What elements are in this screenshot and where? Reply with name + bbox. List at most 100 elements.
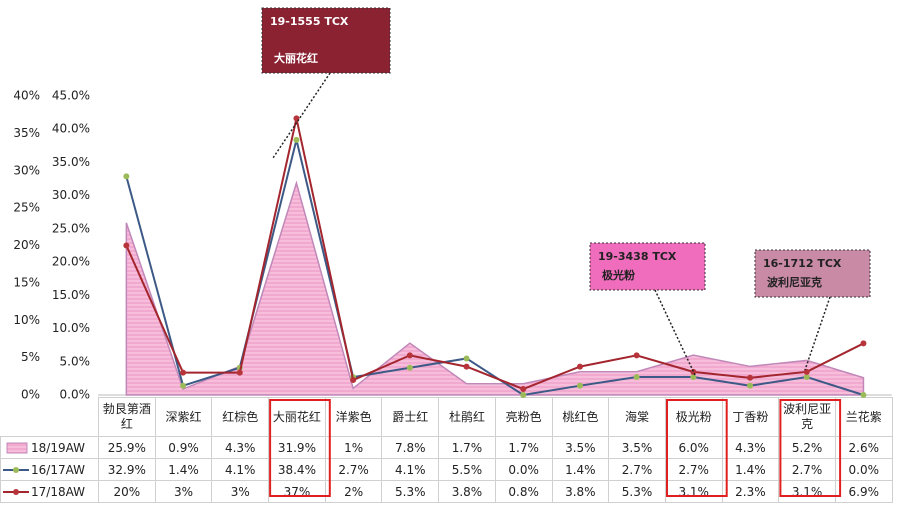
value-cell: 5.3%	[608, 480, 666, 503]
category-label: 深紫红	[154, 397, 213, 437]
value-cell: 3.8%	[438, 480, 496, 503]
category-label: 波利尼亚克	[778, 397, 836, 437]
marker	[576, 363, 583, 370]
y-tick-label: 15.0%	[52, 288, 90, 302]
value-cell: 2.7%	[778, 458, 836, 481]
category-label: 极光粉	[664, 397, 723, 437]
value-cell: 2.7%	[664, 458, 723, 481]
y-tick-label: 10.0%	[52, 321, 90, 335]
category-label: 丁香粉	[721, 397, 780, 437]
marker	[747, 374, 754, 381]
area	[125, 180, 865, 396]
legend-swatch	[6, 442, 28, 454]
category-label: 爵士红	[381, 397, 440, 437]
series-row: 16/17AW 32.9% 1.4% 4.1% 38.4% 2.7% 4.1% 5.5% 0.0…	[0, 458, 893, 481]
marker	[690, 374, 697, 381]
annotation-label: 19-3438 TCX	[598, 250, 677, 263]
annotation-label: 16-1712 TCX	[763, 257, 842, 270]
legend-marker	[13, 467, 19, 473]
legend-label: 18/19AW	[31, 440, 85, 455]
value-cell: 1%	[324, 436, 383, 459]
value-cell: 5.3%	[381, 480, 440, 503]
marker	[123, 242, 130, 249]
highlight-frame	[779, 399, 842, 497]
marker	[463, 355, 470, 362]
y2-tick-label: 5%	[21, 350, 40, 364]
y2-tick-label: 40%	[13, 89, 40, 103]
data-table: 勃艮第酒红 深紫红 红棕色 大丽花红 洋紫色 爵士红 杜鹃红 亮粉色 桃红色 海棠 极光粉 丁香粉 波利…	[0, 397, 893, 503]
marker	[860, 340, 867, 347]
marker	[860, 392, 867, 398]
y2-tick-label: 15%	[13, 275, 40, 289]
legend-swatch	[3, 467, 29, 473]
legend-label: 17/18AW	[31, 484, 85, 499]
line	[125, 118, 864, 391]
marker	[180, 382, 187, 389]
line	[125, 139, 864, 397]
value-cell: 2.6%	[834, 436, 893, 459]
marker	[520, 386, 527, 393]
category-label: 亮粉色	[494, 397, 553, 437]
y2-tick-label: 0%	[21, 388, 40, 402]
y-tick-label: 40.0%	[52, 122, 90, 136]
annotation-box	[589, 242, 706, 291]
marker	[520, 392, 527, 398]
legend-swatch	[3, 489, 29, 495]
value-cell: 3.5%	[608, 436, 666, 459]
leader-line	[804, 296, 831, 371]
y-tick-label: 5.0%	[60, 354, 91, 368]
marker	[180, 369, 187, 376]
marker	[123, 173, 130, 180]
y2-tick-label: 10%	[13, 313, 40, 327]
value-cell: 20%	[98, 480, 156, 503]
value-cell: 38.4%	[268, 458, 326, 481]
y-tick-label: 25.0%	[52, 221, 90, 235]
marker	[576, 382, 583, 389]
marker	[690, 368, 697, 375]
annotation-sublabel: 极光粉	[602, 268, 635, 282]
marker	[633, 374, 640, 381]
corner	[0, 397, 99, 437]
category-label: 大丽花红	[268, 397, 326, 437]
highlight-frame	[269, 399, 331, 497]
y-tick-label: 0.0%	[60, 388, 91, 402]
y2-tick-label: 25%	[13, 201, 40, 215]
marker	[633, 352, 640, 359]
marker	[293, 136, 300, 143]
y-tick-label: 20.0%	[52, 255, 90, 269]
category-label: 兰花紫	[834, 397, 893, 437]
annotation-box	[261, 7, 391, 74]
legend-cell: 17/18AW	[0, 480, 99, 503]
marker	[803, 368, 810, 375]
marker	[406, 352, 413, 359]
marker	[747, 382, 754, 389]
legend-area	[6, 442, 28, 454]
value-cell: 1.7%	[438, 436, 496, 459]
value-cell: 3.5%	[551, 436, 610, 459]
marker	[350, 377, 357, 384]
y2-tick-label: 20%	[13, 238, 40, 252]
value-cell: 4.1%	[381, 458, 440, 481]
marker	[463, 363, 470, 370]
value-cell: 3%	[211, 480, 270, 503]
header-row: 勃艮第酒红 深紫红 红棕色 大丽花红 洋紫色 爵士红 杜鹃红 亮粉色 桃红色 海棠 极光粉 丁香粉 波利…	[0, 397, 893, 437]
legend-label: 16/17AW	[31, 462, 85, 477]
value-cell: 0.8%	[494, 480, 553, 503]
value-cell: 2%	[324, 480, 383, 503]
annotation-sublabel: 大丽花红	[274, 51, 318, 65]
y-tick-label: 30.0%	[52, 188, 90, 202]
legend-marker	[13, 489, 19, 495]
marker	[236, 369, 243, 376]
leader-line	[272, 72, 331, 159]
marker	[406, 364, 413, 371]
y-tick-label: 45.0%	[52, 89, 90, 103]
value-cell: 0.0%	[494, 458, 553, 481]
y-tick-label: 35.0%	[52, 155, 90, 169]
marker	[803, 374, 810, 381]
annotation-box	[754, 249, 871, 298]
annotation-label: 19-1555 TCX	[270, 15, 349, 28]
category-label: 桃红色	[551, 397, 610, 437]
series-row: 17/18AW 20% 3% 3% 37% 2% 5.3% 3.8% 0.8% 3.8% 5.3% 3…	[0, 480, 893, 503]
